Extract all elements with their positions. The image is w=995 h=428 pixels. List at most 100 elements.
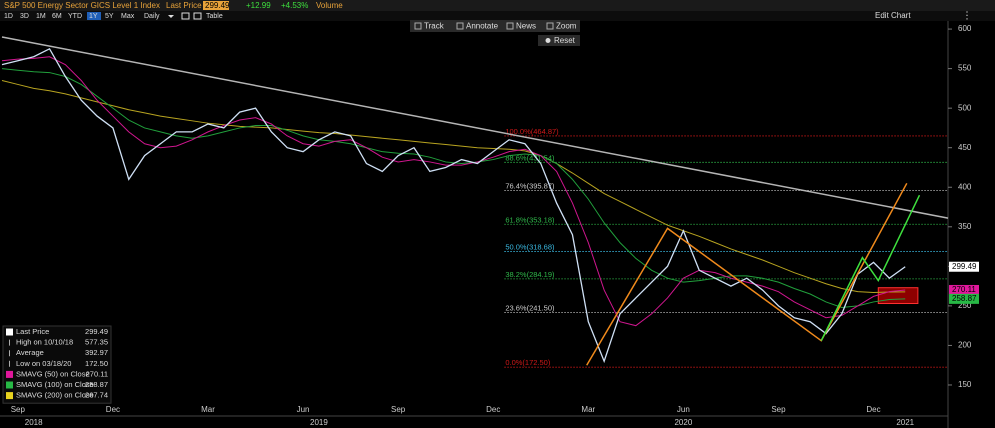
series-line <box>1 68 906 308</box>
series-line <box>1 56 906 327</box>
period-button[interactable]: 1Y <box>89 13 98 20</box>
y-tick-label: 400 <box>958 182 972 191</box>
year-label: 2021 <box>896 418 914 427</box>
price-tag <box>949 293 979 304</box>
x-tick-label: Sep <box>391 405 406 414</box>
price-tag-label: 299.49 <box>952 262 977 271</box>
tool-icon <box>546 22 554 30</box>
table-button[interactable]: Table <box>206 13 223 20</box>
period-button[interactable]: 3D <box>20 13 29 20</box>
reset-button[interactable]: Reset <box>554 36 576 45</box>
legend-swatch <box>6 392 13 400</box>
dropdown-arrow <box>168 15 174 18</box>
fib-label: 38.2%(284.19) <box>505 270 555 279</box>
legend-label: SMAVG (50) on Close <box>16 369 90 378</box>
y-tick-label: 250 <box>958 301 972 310</box>
header-bar <box>0 0 995 11</box>
legend-label: Average <box>16 348 44 357</box>
x-tick-label: Mar <box>581 405 595 414</box>
trend-line <box>820 194 921 342</box>
price-change-pct: +4.53% <box>281 1 308 10</box>
x-tick-label: Dec <box>866 405 880 414</box>
legend-value: 258.87 <box>85 380 108 389</box>
fib-label: 76.4%(395.87) <box>505 182 555 191</box>
fib-label: 100.0%(464.87) <box>505 127 559 136</box>
legend-value: 392.97 <box>85 348 108 357</box>
trend-line <box>586 182 908 366</box>
period-button[interactable]: 1D <box>4 13 13 20</box>
tool-icon <box>414 22 422 30</box>
period-button[interactable]: YTD <box>68 13 82 20</box>
x-tick-label: Sep <box>771 405 786 414</box>
fib-label: 50.0%(318.68) <box>505 243 555 252</box>
toolbar <box>0 11 995 21</box>
last-price: 299.49 <box>205 1 230 10</box>
legend-swatch <box>6 381 13 389</box>
legend-value: 267.74 <box>85 391 108 400</box>
frequency-select[interactable]: Daily <box>144 13 160 20</box>
legend-label: Last Price <box>16 327 49 336</box>
price-tag <box>949 261 979 272</box>
tool-button[interactable]: Zoom <box>556 22 577 31</box>
fib-label: 88.6%(431.54) <box>505 153 555 162</box>
series-line <box>1 47 906 364</box>
legend-box <box>2 325 112 404</box>
tool-button[interactable]: Annotate <box>466 22 499 31</box>
icon <box>193 12 202 20</box>
legend-label: SMAVG (200) on Close <box>16 391 94 400</box>
tool-icon <box>456 22 464 30</box>
series-line <box>1 79 906 293</box>
tools-bar <box>410 20 580 32</box>
legend-swatch <box>6 370 13 378</box>
x-tick-label: Jun <box>297 405 310 414</box>
tool-button[interactable]: Track <box>424 22 445 31</box>
x-tick-label: Sep <box>11 405 26 414</box>
highlight-box <box>877 287 919 305</box>
price-tag-label: 258.87 <box>952 294 977 303</box>
trend-line <box>1 36 949 219</box>
legend-label: SMAVG (100) on Close <box>16 380 94 389</box>
last-price-label: Last Price <box>166 1 202 10</box>
price-change: +12.99 <box>246 1 271 10</box>
y-tick-label: 150 <box>958 380 972 389</box>
icon <box>181 12 190 20</box>
y-tick-label: 600 <box>958 24 972 33</box>
period-active <box>87 12 101 20</box>
legend-value: 172.50 <box>85 359 108 368</box>
legend-value: 270.11 <box>86 369 108 378</box>
period-button[interactable]: 5Y <box>105 13 114 20</box>
year-label: 2018 <box>25 418 43 427</box>
fib-label: 0.0%(172.50) <box>505 358 551 367</box>
legend-label: Low on 03/18/20 <box>16 359 71 368</box>
price-tag-label: 270.11 <box>952 285 976 294</box>
y-tick-label: 450 <box>958 143 972 152</box>
y-tick-label: 350 <box>958 222 972 231</box>
edit-chart[interactable]: Edit Chart <box>875 11 911 20</box>
period-button[interactable]: 6M <box>52 13 62 20</box>
security-title: S&P 500 Energy Sector GICS Level 1 Index <box>4 1 160 10</box>
x-tick-label: Dec <box>106 405 120 414</box>
reset-icon <box>545 38 551 43</box>
fib-label: 61.8%(353.18) <box>505 215 555 224</box>
y-tick-label: 550 <box>958 64 972 73</box>
volume-toggle[interactable]: Volume <box>316 1 343 10</box>
period-button[interactable]: 1M <box>36 13 46 20</box>
price-tag <box>949 284 979 295</box>
year-label: 2020 <box>674 418 692 427</box>
menu-icon[interactable]: ⋮ <box>962 11 972 22</box>
last-price-box <box>203 1 229 10</box>
legend-value: 299.49 <box>85 327 108 336</box>
period-button[interactable]: Max <box>121 13 135 20</box>
y-tick-label: 200 <box>958 341 972 350</box>
legend-value: 577.35 <box>85 338 108 347</box>
legend-swatch <box>6 328 13 336</box>
x-tick-label: Dec <box>486 405 500 414</box>
tool-button[interactable]: News <box>516 22 536 31</box>
year-label: 2019 <box>310 418 328 427</box>
tool-icon <box>506 22 514 30</box>
legend-label: High on 10/10/18 <box>16 338 73 347</box>
x-tick-label: Jun <box>677 405 690 414</box>
fib-label: 23.6%(241.50) <box>505 304 555 313</box>
